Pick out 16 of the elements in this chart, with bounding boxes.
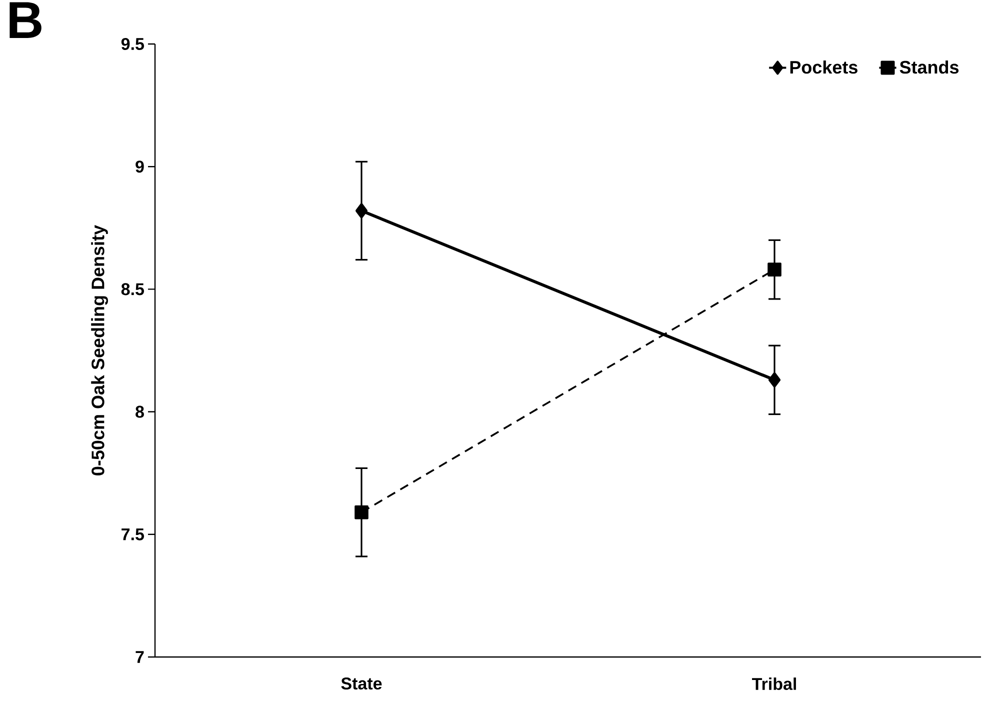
y-tick-label: 9.5 [121, 38, 144, 50]
point [768, 372, 780, 388]
x-tick-label: Tribal [752, 678, 796, 690]
y-tick-label: 8 [136, 406, 144, 418]
legend-label: Pockets [790, 60, 858, 74]
text: B [10, 2, 42, 38]
y-tick-label: 8.5 [121, 283, 144, 296]
point [354, 505, 368, 520]
legend-label: Stands [900, 60, 959, 74]
y-axis-title: 0-50cm Oak Seedling Density [91, 225, 108, 476]
x-tick-label: State [341, 678, 382, 690]
point [356, 203, 368, 218]
y-tick-label: 9 [136, 160, 144, 173]
point [768, 262, 782, 276]
y-tick-label: 7.5 [122, 528, 144, 540]
y-tick-label: 7 [136, 651, 144, 663]
